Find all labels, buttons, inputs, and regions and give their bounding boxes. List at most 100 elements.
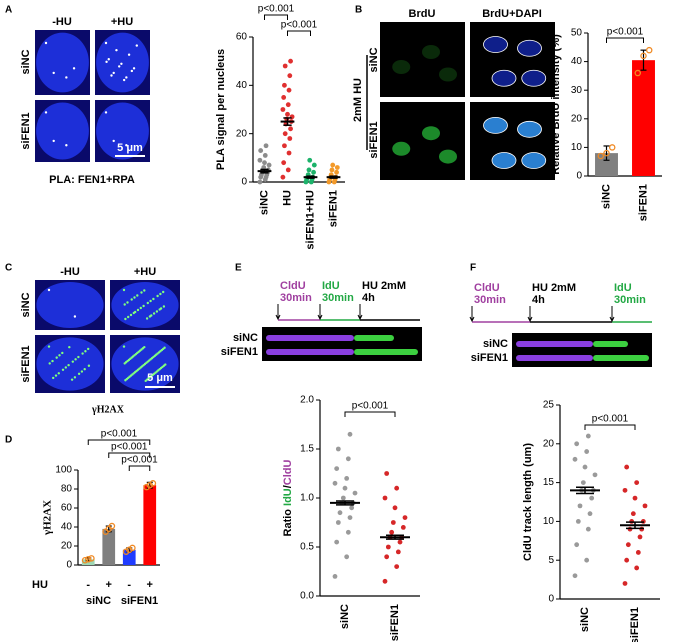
foci [131,373,134,376]
fiber [266,335,354,341]
foci [124,317,127,321]
foci [120,62,123,65]
data-point [632,495,638,501]
data-point [622,487,628,493]
significance-label: p<0.001 [258,4,295,15]
y-tick-label: 60 [61,503,73,514]
arrow-head [527,316,533,323]
data-point [280,107,286,112]
nucleus [392,60,411,74]
pulse-label: 4h [532,294,545,306]
data-point [334,539,340,545]
foci [47,288,51,292]
data-point [334,466,340,471]
data-point [384,554,390,560]
foci [51,359,54,363]
data-point [311,169,316,175]
nucleus [491,69,517,87]
foci [122,288,126,292]
panel-letter: D [5,435,12,446]
foci [112,139,115,143]
data-point [574,542,580,548]
foci [68,345,71,349]
pulse-label: HU 2mM [532,282,576,294]
bar [102,528,116,565]
data-point [589,495,595,501]
data-point [642,503,648,509]
data-point [392,505,398,511]
data-point [85,556,92,563]
foci [151,373,154,377]
y-tick-label: 60 [236,32,248,43]
foci [150,357,154,360]
data-point [389,529,395,535]
data-point [345,456,351,462]
y-tick-label: 1.0 [300,493,314,504]
data-point [349,505,355,511]
image-tile [380,22,465,97]
data-point [622,581,628,586]
data-point [639,526,645,532]
data-point [574,441,580,447]
data-point [129,544,136,552]
data-point [281,95,287,100]
significance-bracket [128,465,151,471]
significance-label: p<0.001 [101,429,138,440]
data-point [347,431,353,437]
foci [77,355,80,359]
foci [125,144,128,147]
data-point [603,149,610,157]
data-point [640,519,646,524]
data-point [280,174,286,180]
row-label: siNC [20,292,32,317]
nucleus [439,149,457,164]
data-point [266,162,272,168]
data-point [329,167,335,173]
foci [72,67,76,70]
x-tick-label: - [86,579,90,591]
foci [70,378,74,381]
foci [74,358,77,361]
data-point [288,126,293,132]
foci [118,65,121,68]
data-point [585,526,591,532]
group-label: siFEN1 [121,595,158,607]
y-tick-label: 2.0 [300,395,314,406]
foci [87,364,91,367]
nucleus [422,45,440,59]
y-tick-label: 5 [548,555,554,566]
y-tick-label: 1.5 [300,444,314,455]
data-point [630,511,636,517]
nucleus [491,152,517,169]
significance-bracket [584,424,636,430]
data-point [597,152,605,160]
data-point [395,549,401,555]
significance-bracket [287,30,311,36]
foci [81,352,84,355]
foci [107,58,110,61]
data-point [382,495,388,501]
data-point [572,573,578,579]
y-axis-label: PLA signal per nucleus [215,49,227,170]
foci [130,298,133,301]
column-label: BrdU+DAPI [482,8,542,20]
foci [139,306,142,310]
column-label: BrdU [409,8,436,20]
pulse-label: 30min [474,294,506,306]
foci [55,356,58,359]
fiber [266,349,354,355]
foci [48,362,51,365]
nucleus [422,126,440,141]
foci [154,371,157,374]
significance-label: p<0.001 [111,442,148,453]
significance-bracket [606,37,644,43]
bar [632,60,655,176]
data-point [88,555,95,562]
data-point [624,464,630,470]
significance-label: p<0.001 [352,401,389,412]
foci [145,361,148,365]
y-tick-label: 0.5 [300,542,314,553]
data-point [629,519,635,524]
y-axis-label: Relative BrdU intensity (%) [550,34,562,175]
